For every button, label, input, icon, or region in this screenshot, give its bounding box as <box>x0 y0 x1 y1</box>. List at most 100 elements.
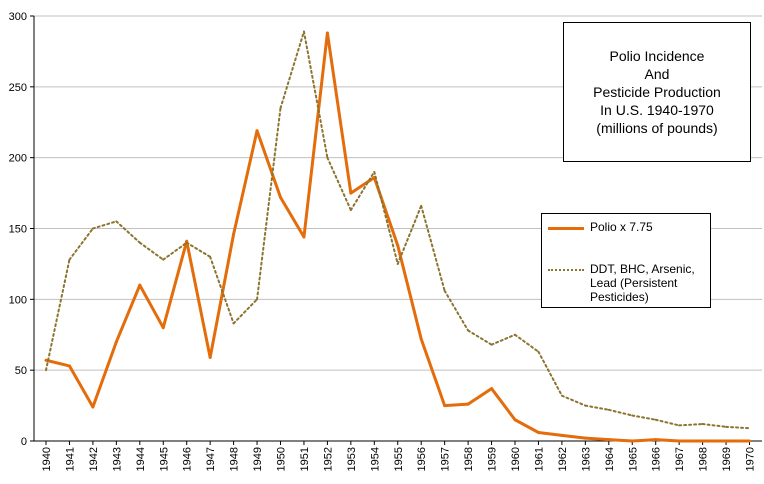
ytick-label-150: 150 <box>9 224 27 236</box>
xtick-label-1967: 1967 <box>674 447 686 471</box>
xtick-label-1946: 1946 <box>182 447 194 471</box>
series-pesticides-segment-1955 <box>396 204 423 265</box>
series-polio-segment-1943 <box>114 283 142 344</box>
series-lines <box>44 30 751 443</box>
series-polio-segment-1955 <box>396 244 423 341</box>
xtick-label-1953: 1953 <box>346 447 358 471</box>
series-pesticides-segment-1960 <box>514 333 540 353</box>
series-polio <box>44 31 751 443</box>
xtick-label-1962: 1962 <box>557 447 569 471</box>
series-polio-segment-1964 <box>607 438 634 443</box>
xtick-label-1951: 1951 <box>299 447 311 471</box>
xtick-label-1943: 1943 <box>111 447 123 471</box>
series-polio-segment-1950 <box>279 195 306 239</box>
series-polio-segment-1961 <box>536 431 564 437</box>
series-pesticides-segment-1959 <box>490 333 516 346</box>
xtick-label-1961: 1961 <box>533 447 545 471</box>
x-tick-labels: 1940 1941 1942 1943 1944 1945 1946 1947 1948 1949… <box>41 447 757 471</box>
series-pesticides <box>45 30 751 430</box>
title-line-4: In U.S. 1940-1970 <box>600 102 714 118</box>
ytick-label-200: 200 <box>9 153 27 165</box>
legend: Polio x 7.75 DDT, BHC, Arsenic, Lead (Pe… <box>541 213 711 308</box>
xtick-label-1959: 1959 <box>487 447 499 471</box>
series-pesticides-segment-1957 <box>443 289 470 332</box>
series-pesticides-segment-1964 <box>607 408 634 417</box>
series-polio-segment-1956 <box>419 337 447 408</box>
xtick-label-1963: 1963 <box>580 447 592 471</box>
legend-pesticides-line-2: Lead (Persistent <box>590 276 678 290</box>
xtick-label-1957: 1957 <box>440 447 452 471</box>
legend-swatch-pesticides <box>548 269 584 271</box>
xtick-label-1966: 1966 <box>651 447 663 471</box>
series-pesticides-segment-1965 <box>631 414 657 421</box>
xtick-label-1955: 1955 <box>393 447 405 471</box>
series-polio-segment-1947 <box>208 232 236 359</box>
xtick-label-1952: 1952 <box>322 447 334 471</box>
series-polio-segment-1957 <box>443 402 470 408</box>
title-line-2: And <box>644 66 670 82</box>
legend-item-polio: Polio x 7.75 <box>548 220 653 234</box>
xtick-label-1954: 1954 <box>369 447 381 471</box>
series-polio-segment-1952 <box>325 31 353 195</box>
series-pesticides-segment-1963 <box>584 404 610 411</box>
series-pesticides-segment-1948 <box>232 298 259 325</box>
xtick-label-1958: 1958 <box>463 447 475 471</box>
legend-label-pesticides: DDT, BHC, Arsenic, Lead (Persistent Pest… <box>590 262 695 304</box>
series-polio-segment-1940 <box>44 358 71 368</box>
xtick-label-1948: 1948 <box>229 447 241 471</box>
series-polio-segment-1949 <box>255 129 282 199</box>
legend-label-polio: Polio x 7.75 <box>590 220 653 234</box>
xtick-label-1964: 1964 <box>604 447 616 471</box>
series-polio-segment-1966 <box>654 438 681 443</box>
series-pesticides-segment-1968 <box>701 423 728 428</box>
xtick-label-1956: 1956 <box>416 447 428 471</box>
title-line-5: (millions of pounds) <box>596 120 718 136</box>
title-line-3: Pesticide Production <box>593 84 721 100</box>
series-pesticides-segment-1943 <box>115 220 141 244</box>
series-polio-segment-1941 <box>67 364 95 409</box>
ytick-label-50: 50 <box>15 365 27 377</box>
series-polio-segment-1948 <box>232 129 259 236</box>
series-pesticides-segment-1962 <box>560 394 587 407</box>
series-pesticides-segment-1953 <box>349 170 376 212</box>
y-tick-labels: 0 50 100 150 200 250 300 <box>9 11 27 448</box>
series-pesticides-segment-1969 <box>725 425 751 430</box>
chart-title-box: Polio Incidence And Pesticide Production… <box>563 22 751 162</box>
series-pesticides-segment-1946 <box>185 241 212 258</box>
xtick-label-1940: 1940 <box>41 447 53 471</box>
series-polio-segment-1945 <box>161 239 189 330</box>
xtick-label-1968: 1968 <box>698 447 710 471</box>
xtick-label-1947: 1947 <box>205 447 217 471</box>
ytick-label-300: 300 <box>9 11 27 23</box>
ytick-label-0: 0 <box>21 436 27 448</box>
xtick-label-1960: 1960 <box>510 447 522 471</box>
xtick-label-1970: 1970 <box>745 447 757 471</box>
series-polio-segment-1946 <box>185 239 212 359</box>
series-pesticides-segment-1951 <box>302 30 329 159</box>
series-polio-segment-1951 <box>302 31 329 239</box>
series-polio-segment-1962 <box>560 433 587 440</box>
ytick-label-250: 250 <box>9 82 27 94</box>
series-polio-segment-1965 <box>630 438 658 443</box>
series-pesticides-segment-1967 <box>678 423 704 427</box>
grid-lines <box>34 15 762 371</box>
series-pesticides-segment-1942 <box>91 220 118 230</box>
series-polio-segment-1942 <box>91 340 118 409</box>
legend-pesticides-line-1: DDT, BHC, Arsenic, <box>590 262 695 276</box>
series-polio-segment-1960 <box>513 418 540 434</box>
legend-item-pesticides: DDT, BHC, Arsenic, Lead (Persistent Pest… <box>548 262 695 304</box>
series-pesticides-segment-1940 <box>45 258 71 372</box>
series-pesticides-segment-1945 <box>162 241 188 261</box>
legend-swatch-polio <box>548 227 584 230</box>
series-pesticides-segment-1956 <box>420 204 446 292</box>
series-pesticides-segment-1952 <box>326 156 352 212</box>
xtick-label-1969: 1969 <box>721 447 733 471</box>
series-polio-segment-1959 <box>490 387 517 422</box>
title-line-1: Polio Incidence <box>609 48 705 64</box>
xtick-label-1944: 1944 <box>135 447 147 471</box>
series-pesticides-segment-1950 <box>279 30 305 110</box>
xtick-label-1942: 1942 <box>88 447 100 471</box>
legend-pesticides-line-3: Pesticides) <box>590 290 649 304</box>
